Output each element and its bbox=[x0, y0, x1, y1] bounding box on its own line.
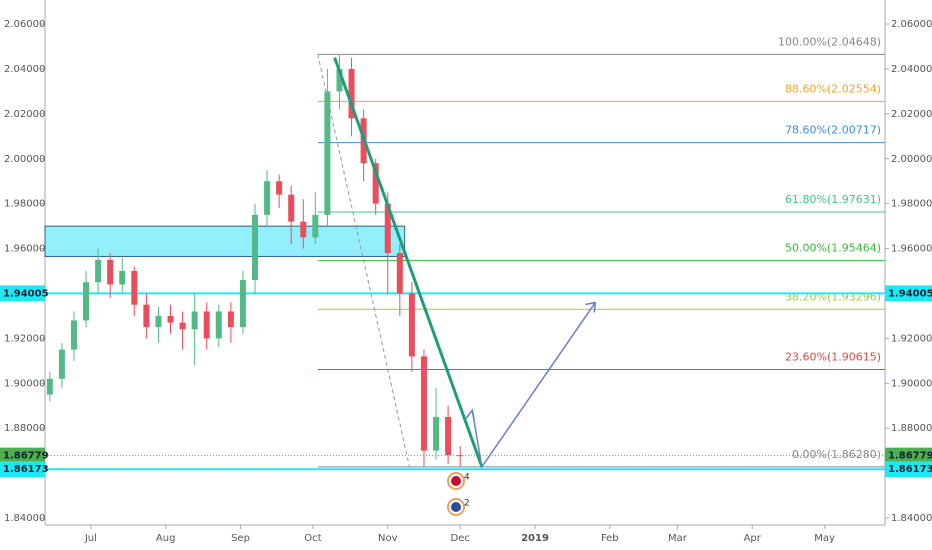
candle-body bbox=[312, 214, 319, 238]
candle-body bbox=[131, 271, 138, 305]
price-badge bbox=[885, 447, 932, 464]
y-tick-label: 1.96000 bbox=[891, 244, 932, 255]
candle-body bbox=[155, 315, 162, 328]
x-tick-label: May bbox=[814, 533, 835, 544]
y-tick-label: 1.98000 bbox=[891, 199, 932, 210]
event-flag bbox=[451, 476, 461, 486]
x-tick-label: 2019 bbox=[521, 533, 549, 544]
candle-body bbox=[420, 356, 427, 451]
y-tick-label: 2.02000 bbox=[4, 109, 45, 120]
fib-label: 100.00%(2.04648) bbox=[778, 35, 881, 48]
candle-body bbox=[107, 259, 114, 285]
y-tick-label: 1.88000 bbox=[891, 423, 932, 434]
price-badge-label: 1.94005 bbox=[3, 288, 49, 299]
fib-label: 0.00%(1.86280) bbox=[792, 448, 881, 461]
price-badge bbox=[0, 461, 45, 478]
candle-body bbox=[46, 378, 53, 395]
x-tick-label: Mar bbox=[668, 533, 688, 544]
candle-body bbox=[300, 221, 307, 238]
trend-line bbox=[333, 57, 484, 468]
candle-body bbox=[384, 203, 391, 254]
y-tick-label: 2.00000 bbox=[891, 154, 932, 165]
price-badge bbox=[0, 447, 45, 464]
y-tick-label: 1.92000 bbox=[4, 333, 45, 344]
y-tick-label: 2.04000 bbox=[891, 64, 932, 75]
candle-body bbox=[191, 311, 198, 330]
price-badge-label: 1.94005 bbox=[888, 288, 932, 299]
candle-body bbox=[215, 311, 222, 339]
y-tick-label: 1.96000 bbox=[4, 244, 45, 255]
candle-body bbox=[445, 416, 452, 456]
y-tick-label: 1.90000 bbox=[891, 378, 932, 389]
candle-body bbox=[288, 194, 295, 222]
candle-body bbox=[179, 322, 186, 330]
candle-body bbox=[372, 163, 379, 204]
zone bbox=[44, 225, 406, 257]
candle-body bbox=[70, 320, 77, 350]
y-tick-label: 2.00000 bbox=[4, 154, 45, 165]
candle-body bbox=[396, 253, 403, 294]
y-tick-label: 1.88000 bbox=[4, 423, 45, 434]
y-tick-label: 2.04000 bbox=[4, 64, 45, 75]
x-tick-label: Feb bbox=[601, 533, 619, 544]
price-badge bbox=[885, 461, 932, 478]
price-badge-label: 1.86779 bbox=[888, 451, 932, 462]
candle-body bbox=[276, 181, 283, 195]
candle-body bbox=[408, 293, 415, 357]
y-tick-label: 1.90000 bbox=[4, 378, 45, 389]
price-badge-label: 1.86173 bbox=[3, 464, 49, 475]
dashed-line bbox=[317, 54, 410, 467]
y-tick-label: 1.84000 bbox=[891, 513, 932, 524]
y-tick-label: 2.06000 bbox=[4, 19, 45, 30]
x-tick-label: Nov bbox=[378, 533, 398, 544]
x-tick-label: Dec bbox=[450, 533, 469, 544]
candle-body bbox=[336, 68, 343, 92]
fib-label: 50.00%(1.95464) bbox=[785, 242, 881, 255]
candle-body bbox=[119, 271, 126, 285]
fib-label: 78.60%(2.00717) bbox=[785, 124, 881, 137]
price-badge bbox=[885, 285, 932, 302]
x-tick-label: Sep bbox=[231, 533, 250, 544]
x-tick-label: Oct bbox=[304, 533, 321, 544]
event-count: 4 bbox=[464, 473, 470, 483]
price-badge-label: 1.86173 bbox=[888, 464, 932, 475]
arrow-head bbox=[465, 408, 475, 421]
candle-body bbox=[167, 315, 174, 323]
y-tick-label: 1.92000 bbox=[891, 333, 932, 344]
arrow-head bbox=[585, 301, 597, 313]
y-tick-label: 1.84000 bbox=[4, 513, 45, 524]
price-badge-label: 1.86779 bbox=[3, 451, 49, 462]
y-tick-label: 1.98000 bbox=[4, 199, 45, 210]
fib-label: 23.60%(1.90615) bbox=[785, 350, 881, 363]
x-tick-label: Aug bbox=[156, 533, 176, 544]
candle-body bbox=[143, 304, 150, 328]
candle-body bbox=[252, 214, 258, 281]
y-tick-label: 2.02000 bbox=[891, 109, 932, 120]
fib-label: 61.80%(1.97631) bbox=[785, 193, 881, 206]
event-flag bbox=[451, 502, 461, 512]
candle-body bbox=[348, 68, 355, 119]
x-tick-label: Jul bbox=[84, 533, 97, 544]
price-badge bbox=[0, 285, 45, 302]
candle-body bbox=[433, 416, 440, 451]
candle-body bbox=[264, 181, 271, 215]
fib-label: 88.60%(2.02554) bbox=[785, 82, 881, 95]
projection-arrow bbox=[471, 302, 596, 469]
fib-label: 38.20%(1.93296) bbox=[785, 290, 881, 303]
candle-body bbox=[227, 311, 234, 328]
y-tick-label: 2.06000 bbox=[891, 19, 932, 30]
event-count: 2 bbox=[464, 499, 470, 509]
candle-body bbox=[239, 280, 246, 328]
x-tick-label: Apr bbox=[744, 533, 762, 544]
candle-body bbox=[324, 91, 331, 215]
candle-body bbox=[95, 259, 102, 283]
candle-body bbox=[203, 311, 210, 339]
candle-body bbox=[83, 282, 90, 321]
candle-body bbox=[457, 455, 464, 457]
candle-body bbox=[58, 349, 65, 379]
